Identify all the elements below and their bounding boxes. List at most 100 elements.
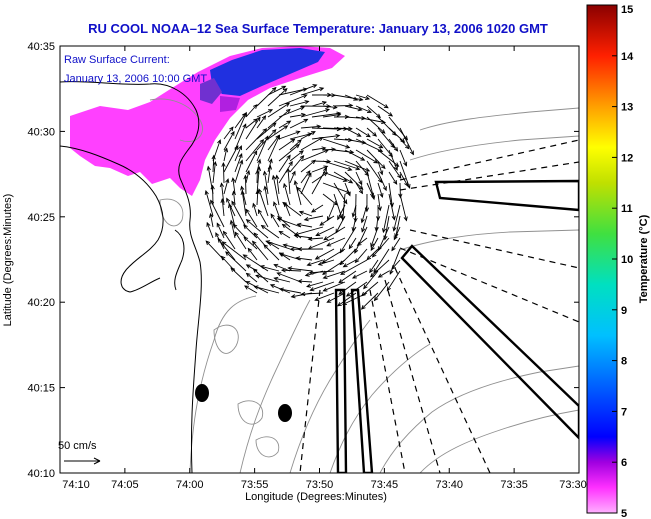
- current-vector: [373, 248, 390, 273]
- current-vector-head: [209, 212, 214, 218]
- current-vector: [311, 112, 341, 118]
- current-vector: [255, 275, 280, 283]
- current-vector-head: [386, 286, 391, 292]
- current-vector-head: [366, 109, 372, 114]
- colorbar-tick-label: 12: [621, 152, 633, 164]
- current-vector-head: [379, 170, 384, 176]
- current-vector: [377, 160, 383, 175]
- buoy-marker: [195, 384, 209, 402]
- depth-contour: [419, 107, 579, 131]
- sst-warm-patch: [70, 46, 345, 196]
- current-vector: [333, 171, 353, 184]
- current-vector: [366, 248, 379, 260]
- current-vector: [244, 175, 247, 195]
- current-vector-head: [342, 263, 348, 268]
- current-vector: [267, 165, 271, 184]
- current-vector-head: [337, 215, 342, 221]
- current-vector-head: [271, 128, 277, 134]
- current-vector: [326, 237, 346, 247]
- current-vector: [297, 223, 313, 228]
- current-vector: [363, 270, 379, 289]
- current-vector-head: [206, 165, 211, 171]
- current-vector: [311, 147, 326, 151]
- current-vector: [333, 104, 353, 107]
- current-vector: [308, 237, 335, 250]
- current-vector: [245, 209, 258, 228]
- current-vector-head: [245, 219, 251, 224]
- current-vector-head: [348, 244, 353, 250]
- current-vector-head: [280, 268, 286, 273]
- x-tick-label: 73:50: [306, 479, 334, 491]
- current-vector-head: [286, 154, 291, 160]
- current-vector-head: [282, 87, 288, 93]
- current-vector-head: [245, 272, 251, 278]
- colorbar-label: Temperature (°C): [638, 214, 650, 303]
- current-vector-head: [371, 195, 376, 201]
- current-vector-head: [391, 131, 397, 136]
- depth-contour: [409, 135, 579, 161]
- current-vector: [256, 190, 259, 206]
- current-vector: [388, 160, 402, 179]
- current-vector: [355, 171, 363, 185]
- current-vector-head: [371, 252, 377, 258]
- current-vector: [339, 226, 357, 253]
- current-vector-head: [293, 179, 298, 186]
- current-vector-head: [230, 267, 236, 272]
- current-vector: [377, 193, 381, 211]
- current-vector: [300, 172, 312, 195]
- current-vector: [375, 215, 379, 231]
- current-vector-head: [315, 232, 321, 237]
- current-vector-head: [403, 216, 408, 222]
- current-vector: [322, 182, 350, 194]
- current-vector-head: [360, 156, 366, 161]
- current-vector-head: [307, 172, 312, 178]
- current-vector: [388, 171, 398, 185]
- current-vector: [386, 270, 401, 291]
- current-vector-head: [338, 290, 344, 295]
- current-vector-head: [253, 150, 258, 156]
- current-vector-head: [377, 206, 382, 212]
- current-vector: [315, 226, 335, 236]
- sst-patch: [70, 46, 345, 196]
- y-tick-label: 40:20: [27, 297, 55, 309]
- current-vector: [234, 160, 243, 184]
- current-vector: [245, 170, 250, 184]
- current-vector: [289, 114, 306, 118]
- current-vector: [205, 190, 214, 217]
- current-vector: [370, 226, 379, 247]
- bathymetry-contours: [149, 98, 579, 473]
- current-vector-head: [297, 279, 303, 284]
- current-vector-head: [323, 236, 329, 241]
- current-vector: [377, 127, 395, 148]
- current-vector: [274, 264, 291, 272]
- current-vector: [296, 257, 313, 261]
- current-vector: [369, 259, 379, 273]
- current-vector-head: [326, 104, 332, 109]
- current-vector-head: [276, 217, 282, 222]
- current-vector-head: [303, 217, 309, 222]
- current-vector-head: [252, 268, 258, 273]
- current-vector-head: [259, 138, 265, 144]
- current-vector: [267, 102, 290, 118]
- surface-current-timestamp: January 13, 2006 10:00 GMT: [64, 73, 207, 85]
- current-vector-head: [231, 177, 236, 183]
- current-vector-head: [230, 130, 235, 136]
- current-vector: [311, 160, 331, 163]
- current-vector-head: [215, 232, 220, 238]
- current-vector-head: [365, 167, 371, 172]
- current-vector-head: [210, 199, 215, 205]
- current-vector: [234, 232, 247, 250]
- current-vector: [366, 116, 386, 134]
- current-vector-head: [307, 236, 313, 241]
- current-vector: [252, 203, 258, 217]
- current-vector-head: [269, 284, 275, 289]
- current-vector: [382, 204, 390, 233]
- current-vector-head: [353, 96, 359, 101]
- current-vector: [377, 171, 387, 191]
- current-vector-head: [392, 226, 397, 232]
- current-vector-head: [231, 200, 236, 206]
- current-vector: [399, 138, 410, 149]
- current-vector: [322, 105, 337, 109]
- current-vector-head: [295, 130, 301, 135]
- current-vector: [366, 182, 374, 197]
